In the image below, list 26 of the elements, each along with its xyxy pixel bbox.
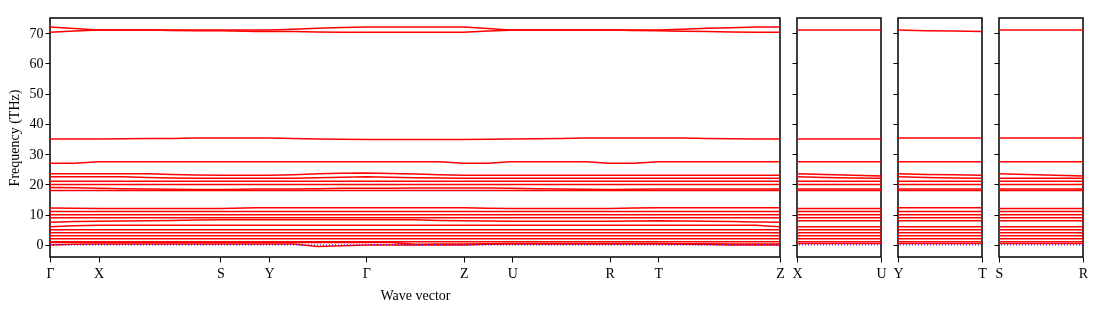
x-tick-label: Z bbox=[459, 265, 469, 281]
x-tick-label: Y bbox=[264, 265, 275, 281]
x-tick-label: X bbox=[94, 265, 105, 281]
x-tick-label: S bbox=[995, 265, 1004, 281]
x-tick-label: X bbox=[792, 265, 803, 281]
y-tick-label: 40 bbox=[29, 116, 44, 132]
y-tick-label: 70 bbox=[29, 25, 44, 41]
x-tick-label: S bbox=[216, 265, 225, 281]
y-tick-label: 10 bbox=[29, 207, 44, 223]
x-axis-title: Wave vector bbox=[380, 287, 451, 303]
y-tick-label: 0 bbox=[36, 237, 44, 253]
x-tick-label: Γ bbox=[46, 265, 55, 281]
x-tick-label: T bbox=[978, 265, 988, 281]
x-tick-label: Y bbox=[893, 265, 904, 281]
x-tick-label: Z bbox=[776, 265, 785, 281]
x-tick-label: T bbox=[654, 265, 664, 281]
y-tick-label: 30 bbox=[29, 146, 44, 162]
x-tick-label: Γ bbox=[362, 265, 371, 281]
x-tick-label: U bbox=[507, 265, 518, 281]
y-tick-label: 20 bbox=[29, 176, 44, 192]
x-tick-label: R bbox=[1078, 265, 1089, 281]
y-tick-label: 50 bbox=[29, 86, 44, 102]
x-tick-label: R bbox=[605, 265, 616, 281]
y-axis-title: Frequency (THz) bbox=[6, 89, 23, 187]
x-tick-label: U bbox=[876, 265, 887, 281]
y-tick-label: 60 bbox=[29, 55, 44, 71]
